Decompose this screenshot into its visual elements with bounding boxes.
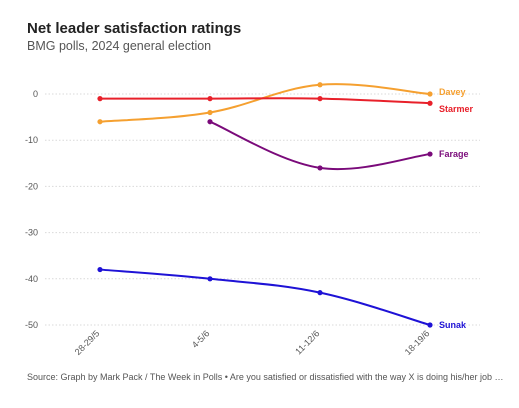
x-tick-label: 28-29/5 <box>73 328 102 357</box>
y-tick-label: 0 <box>33 89 38 99</box>
y-tick-label: -30 <box>25 228 38 238</box>
x-tick-label: 4-5/6 <box>190 328 212 350</box>
chart-subtitle: BMG polls, 2024 general election <box>27 39 212 53</box>
data-point-starmer <box>207 96 213 102</box>
series-label-farage: Farage <box>439 149 469 159</box>
data-point-starmer <box>97 96 103 102</box>
y-tick-label: -50 <box>25 320 38 330</box>
chart-source: Source: Graph by Mark Pack / The Week in… <box>27 372 507 382</box>
data-point-davey <box>207 109 213 116</box>
data-point-sunak <box>207 276 213 282</box>
x-tick-label: 18-19/6 <box>403 328 432 357</box>
series-line-davey <box>99 83 431 123</box>
series-label-starmer: Starmer <box>439 104 474 114</box>
series-line-farage <box>209 120 431 171</box>
data-point-farage <box>317 165 323 171</box>
chart-title: Net leader satisfaction ratings <box>27 20 242 37</box>
x-tick-label: 11-12/6 <box>293 328 321 356</box>
data-point-starmer <box>427 100 433 106</box>
data-point-farage <box>427 151 433 157</box>
y-tick-label: -10 <box>25 135 38 145</box>
y-tick-label: -40 <box>25 274 38 284</box>
data-point-davey <box>97 119 103 125</box>
data-point-davey <box>427 91 433 97</box>
series-label-sunak: Sunak <box>439 320 467 330</box>
data-point-farage <box>207 119 213 125</box>
series-label-davey: Davey <box>439 87 466 97</box>
data-point-sunak <box>317 290 323 296</box>
data-point-sunak <box>97 266 103 273</box>
series-line-starmer <box>99 97 431 105</box>
data-point-davey <box>317 82 323 88</box>
data-point-starmer <box>317 96 323 102</box>
series-line-sunak <box>99 268 431 326</box>
y-tick-label: -20 <box>25 181 38 191</box>
data-point-sunak <box>427 322 433 328</box>
